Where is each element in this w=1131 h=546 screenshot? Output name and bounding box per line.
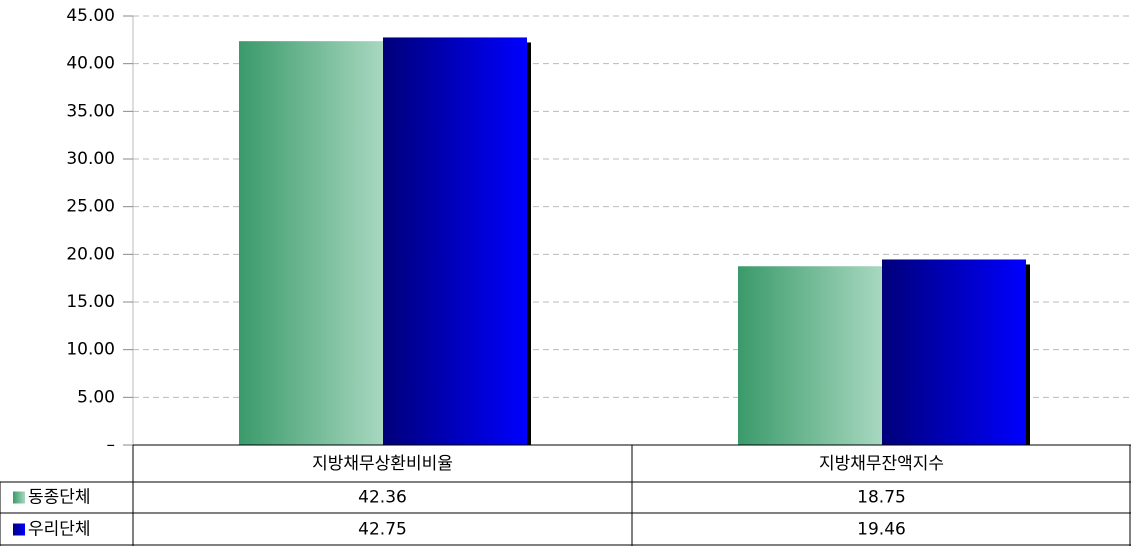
y-tick-label: 20.00 [66,244,115,264]
y-tick-label: 25.00 [66,197,115,217]
bar [383,37,527,445]
table-value: 19.46 [857,520,906,540]
bar [239,41,383,445]
legend-label: 우리단체 [28,520,91,540]
y-tick-label: 45.00 [66,6,115,26]
legend-swatch [13,491,25,504]
y-tick-label: 35.00 [66,101,115,121]
x-tick-label: 지방채무상환비비율 [312,454,453,474]
table-value: 42.75 [358,520,407,540]
y-tick-label: 15.00 [66,292,115,312]
y-tick-label: 5.00 [77,387,115,407]
table-value: 18.75 [857,488,906,508]
y-tick-label: – [107,435,116,455]
legend-label: 동종단체 [28,488,91,508]
legend-swatch [13,523,25,536]
y-tick-label: 30.00 [66,149,115,169]
table-value: 42.36 [358,488,407,508]
y-tick-label: 10.00 [66,340,115,360]
bar [738,266,882,445]
y-tick-label: 40.00 [66,54,115,74]
x-tick-label: 지방채무잔액지수 [819,454,944,474]
bar [882,259,1026,445]
